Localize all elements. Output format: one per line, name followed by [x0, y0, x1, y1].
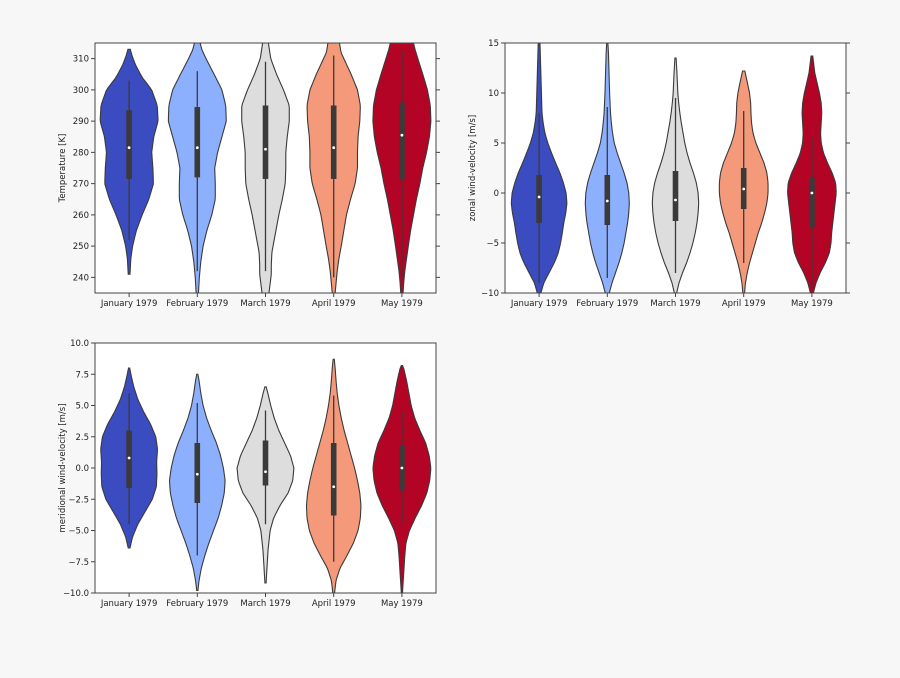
y-tick-label: 270 [73, 180, 89, 190]
x-tick-label: April 1979 [312, 299, 356, 309]
y-tick-label: −10 [481, 289, 499, 299]
y-tick-label: 290 [73, 117, 89, 127]
y-tick-label: 0 [494, 189, 499, 199]
x-tick-label: April 1979 [312, 599, 356, 609]
violin-iqr-box [194, 107, 201, 178]
y-axis-label: Temperature [K] [58, 134, 68, 204]
violin-iqr-box [536, 175, 542, 223]
violin-median [195, 472, 199, 476]
y-axis-label: zonal wind-velocity [m/s] [468, 115, 478, 221]
y-tick-label: 5.0 [75, 402, 89, 412]
violins-group [99, 43, 432, 293]
violin-median [400, 466, 404, 470]
y-tick-label: 2.5 [75, 433, 89, 443]
violin-median [537, 195, 541, 199]
y-tick-label: 5 [494, 139, 499, 149]
violin-median [127, 146, 131, 150]
violin-iqr-box [262, 105, 269, 179]
y-tick-label: 10 [488, 89, 499, 99]
violin-median [674, 198, 677, 202]
y-tick-label: 10.0 [70, 339, 89, 349]
x-tick-label: May 1979 [381, 299, 423, 309]
violins-group [100, 358, 432, 593]
y-tick-label: 250 [73, 242, 89, 252]
violin-median [400, 133, 404, 137]
y-tick-label: 280 [73, 148, 89, 158]
violin-median [332, 485, 336, 489]
violin-median [810, 191, 814, 195]
x-tick-label: May 1979 [381, 599, 423, 609]
y-tick-label: −10.0 [63, 589, 89, 599]
x-tick-label: May 1979 [791, 299, 833, 309]
y-tick-label: 7.5 [75, 370, 89, 380]
y-tick-label: 0.0 [75, 464, 89, 474]
violin-median [195, 146, 199, 150]
x-tick-label: February 1979 [166, 299, 228, 309]
x-tick-label: January 1979 [100, 599, 158, 609]
y-tick-label: −5.0 [68, 527, 89, 537]
y-tick-label: 260 [73, 211, 89, 221]
y-tick-label: 240 [73, 273, 89, 283]
violin-iqr-box [809, 177, 815, 228]
x-tick-label: February 1979 [576, 299, 638, 309]
violin-iqr-box [126, 110, 132, 179]
y-tick-label: −2.5 [68, 495, 89, 505]
y-tick-label: −5 [486, 239, 499, 249]
x-tick-label: March 1979 [650, 299, 700, 309]
violin-median [332, 146, 336, 150]
x-tick-label: March 1979 [240, 299, 290, 309]
violin-median [127, 456, 131, 460]
violin-iqr-box [330, 105, 337, 179]
y-tick-label: 15 [488, 39, 499, 49]
violin-median [264, 470, 267, 474]
violin-iqr-box [330, 443, 337, 516]
y-tick-label: 310 [73, 55, 89, 65]
x-tick-label: April 1979 [722, 299, 766, 309]
violin-iqr-box [672, 171, 679, 221]
chart-panel-2: −10 −5 0 5 10 15 January 1979 February 1979 Marc… [468, 39, 850, 309]
violin-median [605, 199, 609, 203]
chart-panel-3: −10.0 −7.5 −5.0 −2.5 0.0 2.5 5.0 7.5 10.0 January… [58, 339, 437, 609]
violin-iqr-box [262, 440, 269, 486]
charts-layer: 240 250 260 270 280 290 300 310 January 1979 Febr… [58, 39, 850, 609]
x-tick-label: January 1979 [510, 299, 568, 309]
violins-group [510, 43, 837, 293]
x-tick-label: February 1979 [166, 599, 228, 609]
x-tick-label: March 1979 [240, 599, 290, 609]
y-tick-label: 300 [73, 86, 89, 96]
chart-panel-1: 240 250 260 270 280 290 300 310 January 1979 Febr… [58, 42, 440, 309]
y-tick-label: −7.5 [68, 558, 89, 568]
x-tick-label: January 1979 [100, 299, 158, 309]
violin-median [742, 187, 746, 191]
violin-iqr-box [399, 102, 405, 179]
y-axis-label: meridional wind-velocity [m/s] [58, 403, 68, 532]
violin-median [264, 147, 267, 151]
